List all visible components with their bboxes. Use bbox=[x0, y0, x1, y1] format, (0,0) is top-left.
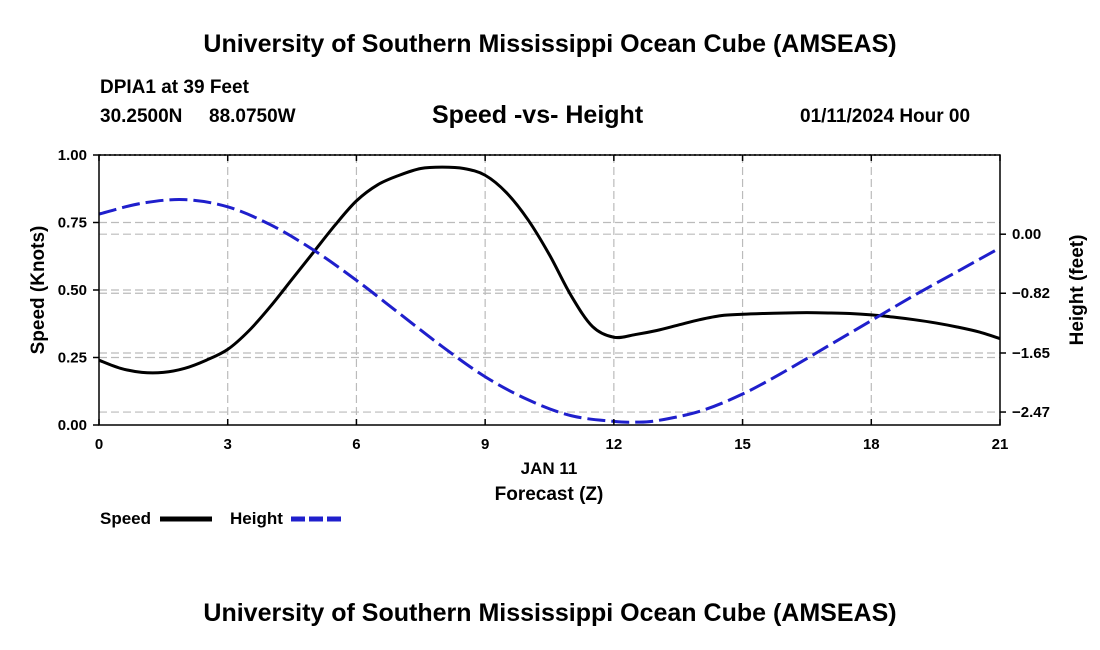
y2-tick-label: 0.00 bbox=[1012, 226, 1041, 243]
y-tick-label: 0.75 bbox=[58, 215, 87, 232]
y-axis-label: Speed (Knots) bbox=[28, 226, 49, 355]
x-tick-label: 15 bbox=[734, 436, 751, 453]
x-axis-date-label: JAN 11 bbox=[521, 459, 578, 478]
y2-tick-label: −2.47 bbox=[1012, 404, 1050, 421]
x-tick-label: 18 bbox=[863, 436, 880, 453]
axis-layer: 0 3 6 9 12 15 18 21 0.00 0.25 0.50 0.75 1.00 0.00 −0.8… bbox=[58, 147, 1050, 453]
y-tick-label: 0.00 bbox=[58, 417, 87, 434]
y-tick-label: 0.50 bbox=[58, 282, 87, 299]
legend-height-label: Height bbox=[230, 509, 283, 528]
forecast-datetime: 01/11/2024 Hour 00 bbox=[800, 106, 971, 127]
y2-axis-label: Height (feet) bbox=[1067, 235, 1088, 346]
station-label: DPIA1 at 39 Feet bbox=[100, 77, 249, 98]
latitude-label: 30.2500N bbox=[100, 106, 183, 127]
series-layer bbox=[98, 165, 1001, 424]
grid-layer bbox=[99, 155, 1000, 425]
x-tick-label: 6 bbox=[352, 436, 360, 453]
x-axis-label: Forecast (Z) bbox=[495, 484, 604, 505]
x-tick-label: 0 bbox=[95, 436, 103, 453]
x-tick-label: 9 bbox=[481, 436, 489, 453]
longitude-label: 88.0750W bbox=[209, 106, 296, 127]
x-tick-label: 21 bbox=[992, 436, 1009, 453]
y-tick-label: 1.00 bbox=[58, 147, 87, 164]
y-tick-label: 0.25 bbox=[58, 350, 87, 367]
bottom-title: University of Southern Mississippi Ocean… bbox=[203, 599, 897, 627]
chart-title: Speed -vs- Height bbox=[432, 101, 644, 129]
x-tick-label: 12 bbox=[606, 436, 623, 453]
x-tick-label: 3 bbox=[224, 436, 232, 453]
top-title: University of Southern Mississippi Ocean… bbox=[203, 30, 897, 58]
height-series-line bbox=[98, 198, 1001, 424]
speed-series-line bbox=[98, 165, 1001, 375]
legend-speed-label: Speed bbox=[100, 509, 152, 528]
y2-tick-label: −1.65 bbox=[1012, 345, 1050, 362]
y2-tick-label: −0.82 bbox=[1012, 285, 1050, 302]
